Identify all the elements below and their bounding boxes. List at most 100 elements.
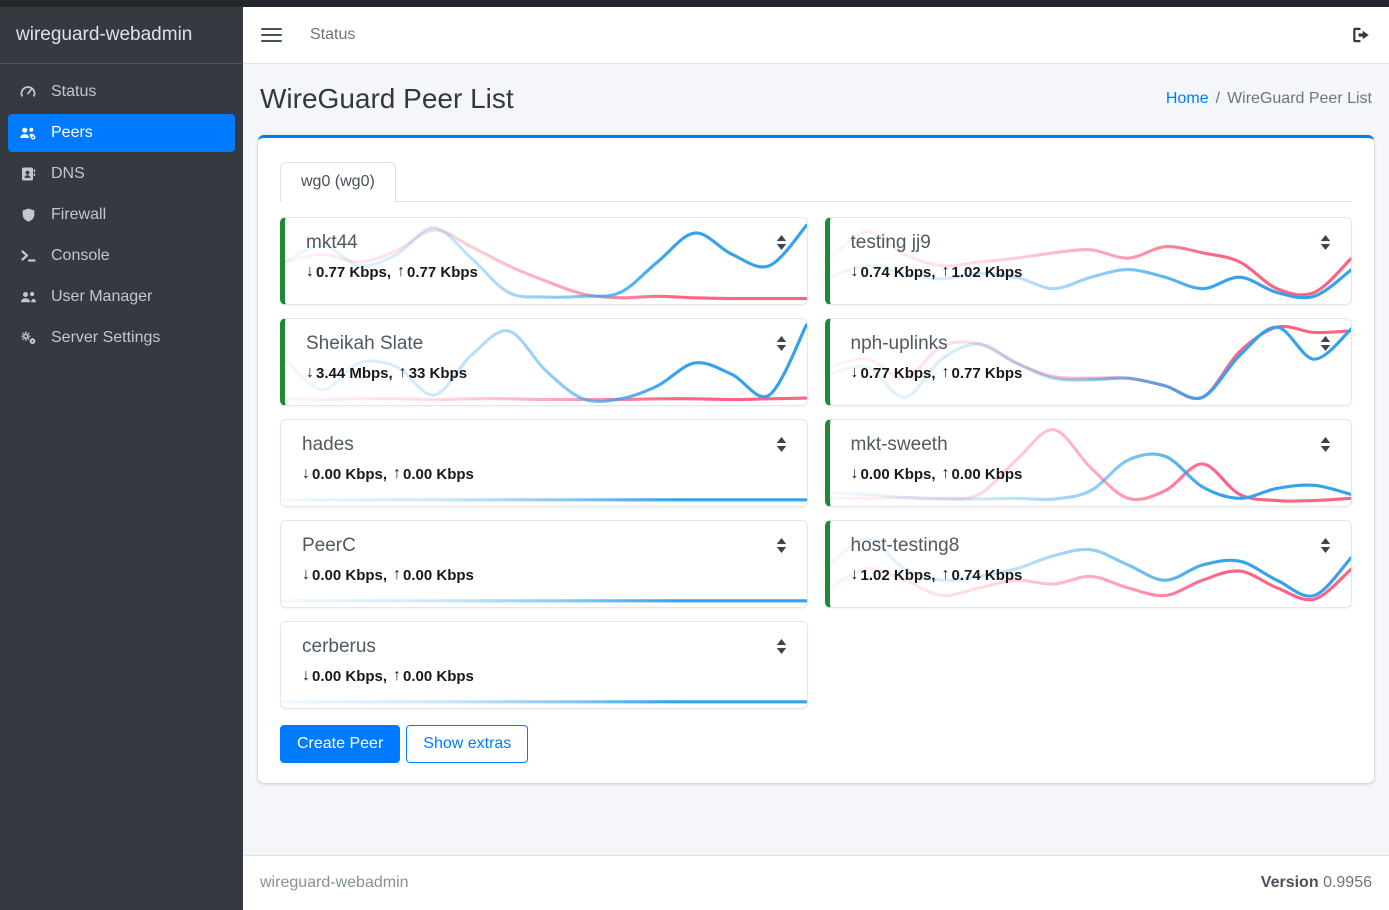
peer-card[interactable]: mkt44 ↓ 0.77 Kbps, ↑ 0.77 Kbps [280,217,808,305]
tab-wg0[interactable]: wg0 (wg0) [280,162,396,202]
peer-traffic-stats: ↓ 0.00 Kbps, ↑ 0.00 Kbps [302,465,789,483]
peer-card-content: Sheikah Slate ↓ 3.44 Mbps, ↑ 33 Kbps [285,319,807,382]
interface-tabs: wg0 (wg0) [280,162,1352,202]
upload-rate: 0.00 Kbps [403,566,474,584]
sidebar-item-server-settings[interactable]: Server Settings [8,319,235,357]
breadcrumb-separator: / [1215,90,1221,107]
download-arrow-icon: ↓ [302,465,310,482]
upload-arrow-icon: ↑ [941,263,950,280]
upload-rate: 0.00 Kbps [403,465,474,483]
top-navbar: Status [243,7,1389,64]
sidebar-item-label: Status [51,83,97,100]
gears-icon [18,330,38,346]
create-peer-button[interactable]: Create Peer [280,725,401,763]
peer-name[interactable]: host-testing8 [850,535,960,556]
peer-card[interactable]: nph-uplinks ↓ 0.77 Kbps, ↑ 0.77 Kbps [824,318,1352,406]
sidebar-item-dns[interactable]: DNS [8,155,235,193]
download-rate: 0.77 Kbps, [860,364,936,382]
download-rate: 0.00 Kbps, [312,465,388,483]
peer-name[interactable]: mkt44 [306,232,358,253]
peer-card-content: PeerC ↓ 0.00 Kbps, ↑ 0.00 Kbps [281,521,807,584]
peer-card[interactable]: host-testing8 ↓ 1.02 Kbps, ↑ 0.74 Kbps [824,520,1352,608]
breadcrumb: Home / WireGuard Peer List [1166,90,1372,108]
download-rate: 1.02 Kbps, [860,566,936,584]
breadcrumb-home-link[interactable]: Home [1165,90,1209,107]
menu-toggle-icon[interactable] [259,24,284,47]
address-book-icon [18,166,38,182]
brand-title[interactable]: wireguard-webadmin [0,7,243,64]
show-extras-button[interactable]: Show extras [406,725,529,763]
terminal-icon [18,248,38,264]
users-icon [18,289,38,305]
upload-arrow-icon: ↑ [393,667,402,684]
gauge-icon [18,84,38,100]
sidebar-item-peers[interactable]: Peers [8,114,235,152]
sort-icon[interactable] [774,233,789,252]
sidebar-item-label: Firewall [51,206,107,223]
peer-list-card: wg0 (wg0) mkt44 ↓ 0.77 Kbps, ↑ 0. [258,135,1374,783]
peer-traffic-stats: ↓ 3.44 Mbps, ↑ 33 Kbps [306,364,789,382]
sidebar-item-user-manager[interactable]: User Manager [8,278,235,316]
logout-icon[interactable] [1351,26,1371,44]
peer-name[interactable]: testing jj9 [850,232,931,253]
sort-icon[interactable] [1318,536,1333,555]
peer-traffic-stats: ↓ 1.02 Kbps, ↑ 0.74 Kbps [851,566,1334,584]
peer-name[interactable]: mkt-sweeth [850,434,948,455]
download-rate: 0.77 Kbps, [316,263,392,281]
peer-card-content: cerberus ↓ 0.00 Kbps, ↑ 0.00 Kbps [281,622,807,685]
navbar-status-link[interactable]: Status [310,26,356,43]
peer-card[interactable]: hades ↓ 0.00 Kbps, ↑ 0.00 Kbps [280,419,808,507]
peer-card[interactable]: mkt-sweeth ↓ 0.00 Kbps, ↑ 0.00 Kbps [824,419,1352,507]
sidebar-item-label: DNS [51,165,85,182]
peer-name[interactable]: Sheikah Slate [306,333,424,354]
peer-traffic-stats: ↓ 0.00 Kbps, ↑ 0.00 Kbps [302,566,789,584]
footer-app-name: wireguard-webadmin [260,874,409,891]
peer-traffic-stats: ↓ 0.77 Kbps, ↑ 0.77 Kbps [851,364,1334,382]
sort-icon[interactable] [774,334,789,353]
upload-rate: 0.00 Kbps [951,465,1023,483]
sidebar-item-firewall[interactable]: Firewall [8,196,235,234]
sidebar-item-label: Server Settings [51,329,161,346]
upload-arrow-icon: ↑ [398,364,407,381]
sort-icon[interactable] [1318,233,1333,252]
upload-rate: 1.02 Kbps [951,263,1023,281]
download-rate: 3.44 Mbps, [316,364,393,382]
download-arrow-icon: ↓ [306,263,314,280]
upload-rate: 0.00 Kbps [403,667,474,685]
peer-card-content: mkt44 ↓ 0.77 Kbps, ↑ 0.77 Kbps [285,218,807,281]
sort-icon[interactable] [1318,435,1333,454]
peer-column-left: mkt44 ↓ 0.77 Kbps, ↑ 0.77 Kbps Sheikah S… [280,217,808,709]
upload-rate: 0.77 Kbps [407,263,478,281]
sidebar-item-console[interactable]: Console [8,237,235,275]
upload-arrow-icon: ↑ [397,263,406,280]
peer-card[interactable]: PeerC ↓ 0.00 Kbps, ↑ 0.00 Kbps [280,520,808,608]
sidebar-nav: Status Peers [0,64,243,366]
shield-icon [18,207,38,223]
main-area: Status WireGuard Peer List Home / WireGuar… [243,7,1389,910]
sort-icon[interactable] [774,536,789,555]
sort-icon[interactable] [774,637,789,656]
peer-name[interactable]: hades [302,434,354,455]
sidebar-item-status[interactable]: Status [8,73,235,111]
sort-icon[interactable] [1318,334,1333,353]
peer-card-content: hades ↓ 0.00 Kbps, ↑ 0.00 Kbps [281,420,807,483]
download-arrow-icon: ↓ [850,263,859,280]
peer-card[interactable]: cerberus ↓ 0.00 Kbps, ↑ 0.00 Kbps [280,621,808,709]
sidebar-item-label: Console [51,247,110,264]
peer-card-content: nph-uplinks ↓ 0.77 Kbps, ↑ 0.77 Kbps [830,319,1352,382]
peer-card[interactable]: testing jj9 ↓ 0.74 Kbps, ↑ 1.02 Kbps [824,217,1352,305]
peer-traffic-stats: ↓ 0.74 Kbps, ↑ 1.02 Kbps [851,263,1334,281]
peer-card-content: testing jj9 ↓ 0.74 Kbps, ↑ 1.02 Kbps [830,218,1352,281]
download-rate: 0.74 Kbps, [860,263,936,281]
peer-name[interactable]: nph-uplinks [850,333,948,354]
peer-card[interactable]: Sheikah Slate ↓ 3.44 Mbps, ↑ 33 Kbps [280,318,808,406]
download-arrow-icon: ↓ [850,364,859,381]
download-rate: 0.00 Kbps, [312,667,388,685]
sidebar-item-label: User Manager [51,288,153,305]
peer-traffic-stats: ↓ 0.00 Kbps, ↑ 0.00 Kbps [302,667,789,685]
upload-arrow-icon: ↑ [941,566,950,583]
peer-name[interactable]: cerberus [302,636,376,657]
download-rate: 0.00 Kbps, [312,566,388,584]
sort-icon[interactable] [774,435,789,454]
peer-name[interactable]: PeerC [302,535,356,556]
